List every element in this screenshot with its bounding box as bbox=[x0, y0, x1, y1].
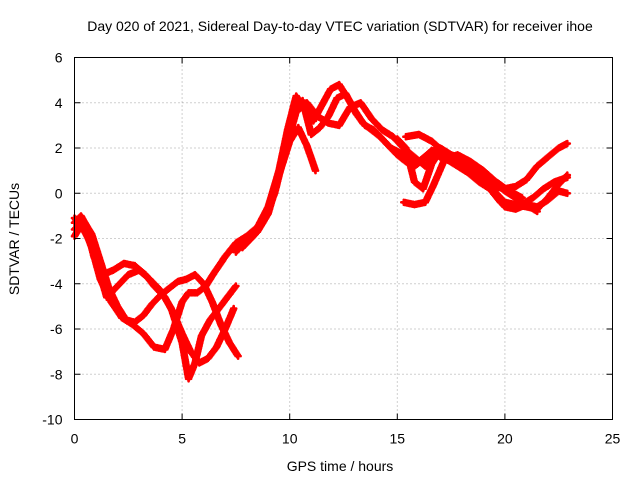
grid bbox=[74, 57, 613, 420]
x-tick-label: 25 bbox=[605, 431, 621, 447]
series-pass-10 bbox=[402, 130, 541, 216]
x-axis-label: GPS time / hours bbox=[287, 458, 394, 474]
series-line bbox=[242, 89, 572, 247]
y-tick-label: 4 bbox=[55, 95, 63, 111]
x-tick-label: 10 bbox=[282, 431, 298, 447]
ticks: 0 5 10 15 20 25 -10 -8 -6 -4 -2 0 2 4 6 bbox=[42, 50, 620, 447]
y-tick-label: 2 bbox=[55, 140, 63, 156]
y-axis-label: SDTVAR / TECUs bbox=[6, 183, 22, 295]
chart-title: Day 020 of 2021, Sidereal Day-to-day VTE… bbox=[87, 18, 593, 34]
series-group bbox=[70, 80, 572, 383]
x-tick-label: 0 bbox=[71, 431, 79, 447]
y-tick-label: -4 bbox=[50, 276, 63, 292]
x-tick-label: 15 bbox=[390, 431, 406, 447]
y-tick-label: -2 bbox=[50, 231, 63, 247]
series-line bbox=[402, 130, 541, 216]
y-tick-label: 0 bbox=[55, 185, 63, 201]
x-tick-label: 20 bbox=[497, 431, 513, 447]
y-tick-label: -6 bbox=[50, 321, 63, 337]
series-pass-7 bbox=[242, 89, 572, 247]
y-tick-label: 6 bbox=[55, 50, 63, 66]
x-tick-label: 5 bbox=[178, 431, 186, 447]
y-tick-label: -10 bbox=[42, 412, 62, 428]
y-tick-label: -8 bbox=[50, 366, 63, 382]
